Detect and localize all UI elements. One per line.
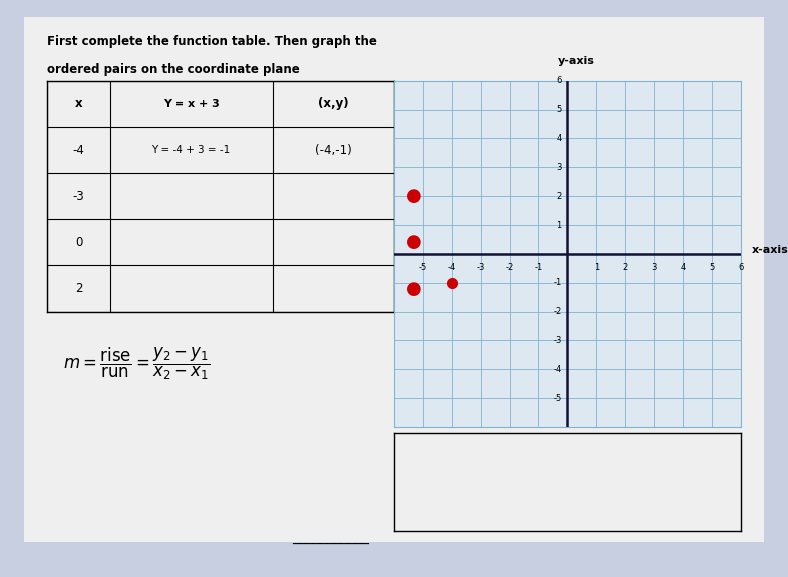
Text: 2: 2 (75, 282, 82, 295)
Text: -5: -5 (553, 394, 562, 403)
Text: ●: ● (406, 187, 422, 205)
Text: x: x (75, 98, 82, 110)
Text: $m = \dfrac{\mathrm{rise}}{\mathrm{run}} = \dfrac{y_2 - y_1}{x_2 - x_1}$: $m = \dfrac{\mathrm{rise}}{\mathrm{run}}… (63, 346, 210, 383)
Text: -1: -1 (534, 263, 543, 272)
Text: y-axis: y-axis (558, 57, 594, 66)
Text: -2: -2 (505, 263, 514, 272)
Text: x-axis: x-axis (753, 245, 788, 254)
Text: -3: -3 (553, 336, 562, 345)
Text: 3: 3 (556, 163, 562, 172)
Text: -4: -4 (553, 365, 562, 374)
Text: ●: ● (406, 279, 422, 298)
Text: 3: 3 (652, 263, 656, 272)
Text: -3: -3 (477, 263, 485, 272)
Text: 4: 4 (556, 134, 562, 143)
Text: Y = -4 + 3 = -1: Y = -4 + 3 = -1 (151, 145, 231, 155)
Text: 2: 2 (623, 263, 628, 272)
Text: -4: -4 (448, 263, 456, 272)
Text: -5: -5 (418, 263, 427, 272)
Text: 6: 6 (738, 263, 743, 272)
Text: Y = x + 3: Y = x + 3 (163, 99, 220, 109)
Text: -3: -3 (72, 190, 84, 203)
Text: 0: 0 (75, 236, 82, 249)
Text: -4: -4 (72, 144, 84, 156)
Text: ___________: ___________ (292, 531, 370, 545)
Text: ●: ● (406, 233, 422, 252)
Text: First complete the function table. Then graph the: First complete the function table. Then … (47, 35, 377, 48)
Text: (x,y): (x,y) (318, 98, 348, 110)
Text: 4: 4 (680, 263, 686, 272)
Text: 5: 5 (709, 263, 715, 272)
Text: ordered pairs on the coordinate plane: ordered pairs on the coordinate plane (47, 63, 300, 77)
Text: (-4,-1): (-4,-1) (315, 144, 351, 156)
Text: 6: 6 (556, 76, 562, 85)
Text: -2: -2 (553, 307, 562, 316)
Text: -1: -1 (553, 278, 562, 287)
Text: 1: 1 (593, 263, 599, 272)
Text: 5: 5 (556, 105, 562, 114)
Text: 1: 1 (556, 220, 562, 230)
Text: 2: 2 (556, 192, 562, 201)
